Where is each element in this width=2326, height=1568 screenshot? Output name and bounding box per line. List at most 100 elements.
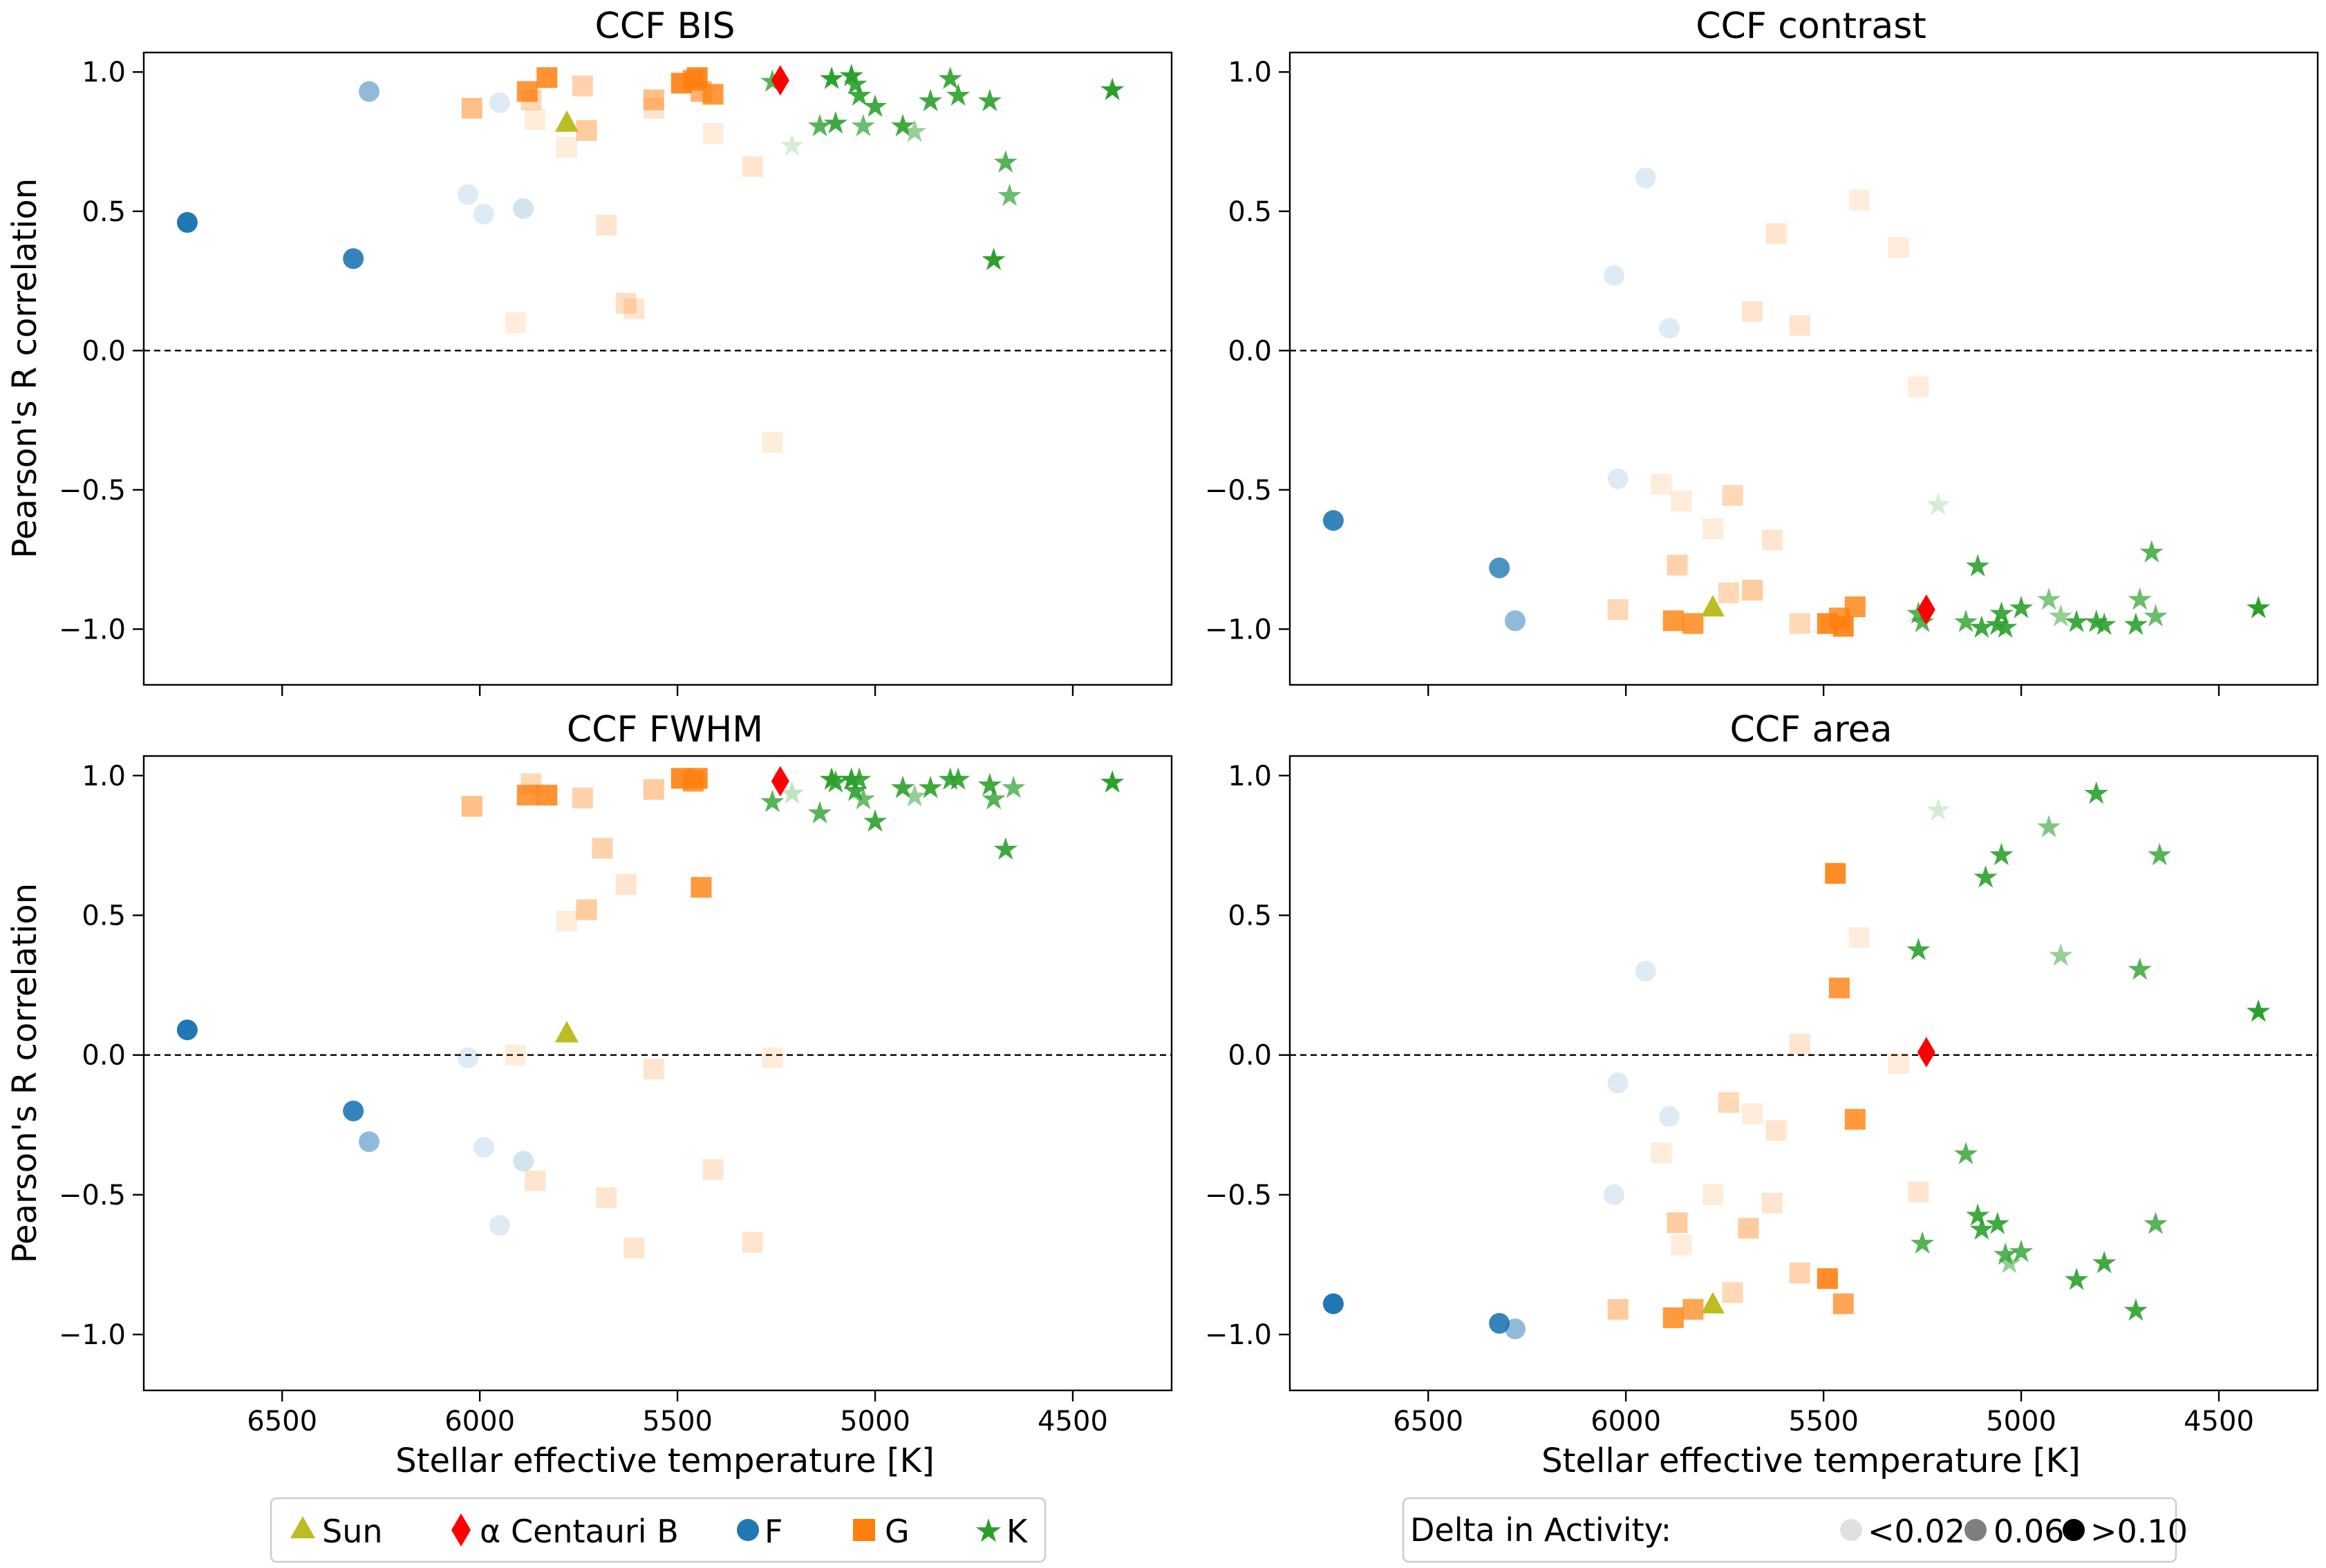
alpha-centauri-b-point [1917, 1037, 1935, 1068]
g-star-point [1888, 237, 1909, 258]
k-star-point [2123, 1298, 2148, 1321]
x-tick-label: 6500 [1393, 1406, 1463, 1437]
x-tick: 5000 [840, 1390, 910, 1437]
y-tick-label: 0.5 [1228, 196, 1272, 228]
y-tick-label: −0.5 [59, 475, 126, 507]
f-star-point [1607, 468, 1629, 489]
f-star-point [176, 211, 198, 233]
g-star-point [596, 214, 617, 236]
f-star-point [1504, 610, 1526, 632]
k-star-point [993, 150, 1017, 173]
k-star-point [977, 773, 1002, 796]
g-star-point [1738, 1218, 1759, 1239]
g-star-point [536, 784, 558, 806]
f-star-point [343, 1100, 364, 1122]
g-star-point [556, 910, 577, 932]
x-tick: 5500 [642, 1390, 713, 1437]
k-star-point [851, 113, 876, 137]
y-tick-label: 0.5 [1228, 900, 1272, 932]
y-tick: 1.0 [82, 760, 144, 792]
k-star-point [1989, 842, 2014, 866]
g-star-point [1888, 1052, 1909, 1074]
g-star-point [1722, 1282, 1743, 1303]
x-tick: 6000 [444, 1390, 515, 1437]
f-star-point [513, 1151, 534, 1172]
y-tick-label: 0.5 [82, 900, 126, 932]
g-star-point [643, 779, 664, 800]
legend-item-low-activity: <0.02 [1840, 1513, 1965, 1550]
x-tick: 6500 [247, 1390, 317, 1437]
k-star-point [1985, 1211, 2009, 1234]
f-star-point [1603, 1184, 1624, 1205]
g-star-point [1671, 1234, 1692, 1256]
g-star-point [1702, 518, 1723, 540]
f-star-point [176, 1019, 198, 1041]
f-star-point [457, 1047, 478, 1068]
g-star-point [1844, 596, 1866, 618]
y-tick-label: 1.0 [82, 760, 126, 792]
f-star-point [1607, 1073, 1629, 1094]
y-tick: −0.5 [1205, 1180, 1290, 1211]
f-star-point [358, 81, 379, 102]
f-star-point [1659, 318, 1680, 339]
legend-label: G [885, 1513, 910, 1550]
g-star-point [1761, 529, 1783, 551]
y-tick-label: −1.0 [59, 614, 126, 645]
g-star-point [576, 899, 597, 920]
alpha-centauri-b-point [771, 65, 789, 96]
y-tick: 0.5 [82, 900, 144, 932]
y-tick-label: 0.0 [1228, 335, 1272, 367]
x-tick-label: 5000 [1986, 1406, 2056, 1437]
g-star-point [1832, 1293, 1854, 1314]
g-star-point [1607, 1298, 1629, 1320]
g-star-point [505, 1044, 526, 1066]
circle-marker-icon [1964, 1519, 1987, 1541]
legend-activity: Delta in Activity: <0.02 0.06 >0.10 [1402, 1497, 2188, 1563]
g-star-point [1662, 610, 1684, 632]
g-star-point [505, 312, 526, 333]
y-axis: 1.0 0.5 0.0 −0.5 −1.0 [59, 760, 144, 1351]
g-star-point [1789, 315, 1810, 337]
g-star-point [1765, 223, 1787, 245]
y-tick-label: 1.0 [1228, 760, 1272, 792]
f-star-point [473, 1137, 494, 1158]
f-star-point [358, 1131, 379, 1153]
x-axis [281, 685, 1074, 696]
g-star-point [1682, 613, 1704, 634]
g-star-point [1718, 1092, 1739, 1113]
panel-title: CCF contrast [1696, 6, 1926, 47]
y-tick: −0.5 [1205, 475, 1290, 507]
k-star-point [2049, 604, 2073, 627]
panel-ccf-fwhm: CCF FWHM 1.0 0.5 0.0 −0.5 −1.0 6500 6000… [59, 709, 1173, 1437]
x-tick-label: 5500 [642, 1406, 713, 1437]
g-star-point [1848, 189, 1870, 211]
k-star-point [2049, 943, 2073, 966]
g-star-point [1832, 616, 1854, 637]
g-star-point [596, 1187, 617, 1208]
y-axis-label-top: Pearson's R correlation [6, 178, 44, 558]
y-tick-label: 0.5 [82, 196, 126, 228]
y-tick-label: 0.0 [82, 1040, 126, 1072]
g-star-point [1742, 301, 1763, 322]
x-axis [1427, 685, 2220, 696]
triangle-marker-icon [290, 1516, 315, 1538]
g-star-point [702, 84, 724, 105]
k-star-point [2065, 1267, 2089, 1290]
y-tick: −1.0 [59, 614, 144, 645]
f-star-point [1659, 1106, 1680, 1127]
g-star-point [1908, 1181, 1929, 1202]
legend-item-sun: Sun [290, 1513, 383, 1550]
g-star-point [1817, 1268, 1838, 1290]
k-star-point [1906, 938, 1931, 961]
alpha-centauri-b-point [1917, 594, 1935, 625]
f-star-point [473, 203, 494, 225]
legend-types: Sun α Centauri B F G K [270, 1497, 1047, 1563]
x-axis: 6500 6000 5500 5000 4500 [247, 1390, 1108, 1437]
k-star-point [1002, 775, 1026, 799]
data-points [176, 64, 1125, 453]
y-tick-label: 0.0 [82, 335, 126, 367]
y-axis: 1.0 0.5 0.0 −0.5 −1.0 [1205, 57, 1290, 645]
g-star-point [1651, 473, 1672, 495]
k-star-point [1926, 492, 1951, 516]
